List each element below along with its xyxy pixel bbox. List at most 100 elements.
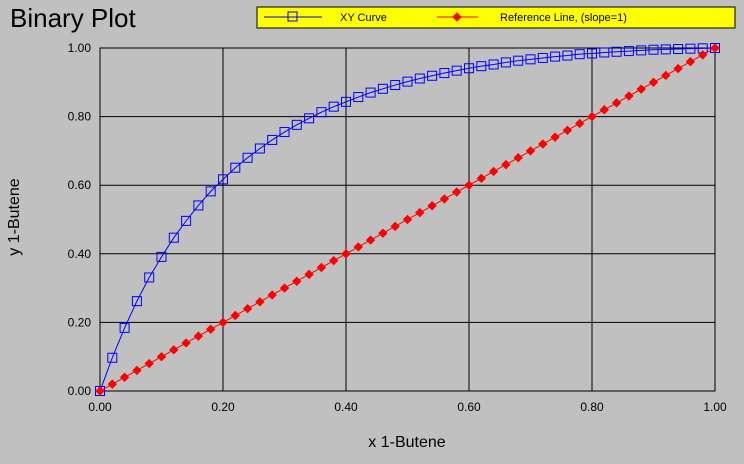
x-tick-label: 0.40	[334, 400, 358, 414]
reference-line-point	[205, 324, 216, 334]
xy-curve-point	[648, 44, 659, 55]
xy-curve-point	[119, 322, 130, 333]
xy-curve-point	[550, 51, 561, 62]
xy-curve-point	[537, 52, 548, 63]
xy-curve-point	[414, 73, 425, 84]
reference-line-point	[169, 345, 179, 355]
y-tick-label: 0.20	[68, 315, 92, 329]
reference-line-point	[279, 283, 290, 293]
xy-curve-point	[218, 174, 228, 185]
reference-line-point	[181, 338, 191, 348]
xy-curve-point	[304, 113, 315, 124]
xy-curve-point	[562, 50, 573, 61]
reference-line-point	[550, 132, 560, 142]
legend-reference-label: Reference Line, (slope=1)	[500, 12, 627, 24]
xy-curve-point	[131, 296, 142, 307]
reference-line-point	[193, 331, 204, 341]
labels: 0.00 0.20 0.40 0.60 0.80 1.00 0.00 0.20 0.40 0.60…	[68, 41, 727, 414]
reference-line-point	[599, 105, 610, 115]
xy-curve-point	[685, 43, 696, 54]
reference-line-point	[697, 50, 708, 60]
xy-curve-point	[488, 59, 499, 70]
reference-line-point	[525, 146, 536, 156]
reference-line-point	[119, 372, 130, 382]
series-layer	[95, 43, 720, 396]
legend-xy-curve-label: XY Curve	[340, 12, 387, 24]
reference-line-point	[341, 249, 351, 259]
legend-box	[256, 6, 736, 29]
reference-line-point	[464, 180, 474, 190]
xy-curve-point	[623, 46, 634, 57]
xy-curve-point	[377, 83, 388, 94]
reference-line-point	[230, 310, 241, 321]
x-tick-label: 1.00	[703, 400, 727, 414]
reference-line-point	[353, 242, 364, 252]
legend-reference-marker	[452, 12, 462, 22]
reference-line-point	[292, 276, 302, 286]
reference-line-point	[648, 77, 659, 88]
xy-curve-point	[365, 87, 376, 98]
reference-line-point	[365, 235, 376, 245]
reference-line-point	[538, 139, 548, 149]
reference-line-point	[156, 351, 167, 362]
xy-curve-point	[267, 134, 278, 145]
reference-line-point	[710, 43, 720, 53]
reference-line-point	[328, 255, 339, 266]
reference-line-point	[242, 303, 253, 314]
reference-line-point	[673, 63, 683, 74]
xy-curve-point	[341, 96, 351, 107]
xy-curve-point	[464, 63, 474, 74]
reference-line-point	[415, 207, 425, 218]
xy-curve-point	[427, 70, 438, 81]
xy-curve-point	[451, 65, 462, 76]
xy-curve-point	[525, 54, 536, 65]
xy-curve-point	[242, 152, 253, 163]
xy-curve-point	[574, 49, 585, 60]
y-tick-label: 0.40	[68, 247, 92, 261]
reference-line-point	[316, 262, 327, 273]
reference-line-point	[267, 290, 277, 300]
x-tick-label: 0.00	[88, 400, 112, 414]
reference-line-point	[390, 221, 400, 232]
reference-line-point	[636, 84, 646, 94]
xy-curve-point	[279, 127, 290, 138]
xy-curve-point	[476, 61, 487, 72]
reference-line-point	[501, 159, 511, 170]
reference-line-point	[144, 358, 154, 369]
xy-curve-point	[168, 232, 179, 243]
reference-line-point	[402, 214, 413, 225]
chart-title: Binary Plot	[10, 3, 136, 33]
y-tick-label: 1.00	[68, 41, 92, 55]
y-axis-title: y 1-Butene	[6, 178, 23, 255]
reference-line-point	[378, 228, 388, 238]
xy-curve-point	[673, 44, 684, 55]
xy-curve-point	[599, 47, 610, 58]
xy-curve-point	[107, 352, 118, 363]
reference-line-point	[513, 153, 523, 163]
reference-line-point	[218, 317, 228, 328]
reference-line-point	[427, 201, 437, 211]
reference-line-point	[611, 98, 622, 108]
xy-curve-point	[439, 68, 450, 79]
xy-curve-point	[144, 272, 155, 283]
legend: XY Curve Reference Line, (slope=1)	[256, 6, 736, 29]
xy-curve-point	[316, 107, 327, 118]
x-tick-label: 0.80	[580, 400, 604, 414]
grid	[100, 48, 715, 391]
xy-curve-point	[156, 251, 167, 262]
xy-curve-point	[587, 48, 597, 59]
xy-curve-point	[513, 55, 524, 66]
xy-curve-point	[205, 186, 216, 197]
x-tick-label: 0.20	[211, 400, 235, 414]
reference-line-point	[574, 118, 585, 129]
reference-line-point	[685, 57, 696, 67]
legend-xy-curve-marker	[287, 11, 298, 22]
xy-curve-point	[500, 57, 511, 68]
xy-curve-point	[328, 101, 339, 112]
reference-line-point	[304, 269, 314, 280]
y-tick-label: 0.60	[68, 178, 92, 192]
xy-curve-point	[230, 162, 241, 173]
reference-line-point	[587, 111, 597, 122]
